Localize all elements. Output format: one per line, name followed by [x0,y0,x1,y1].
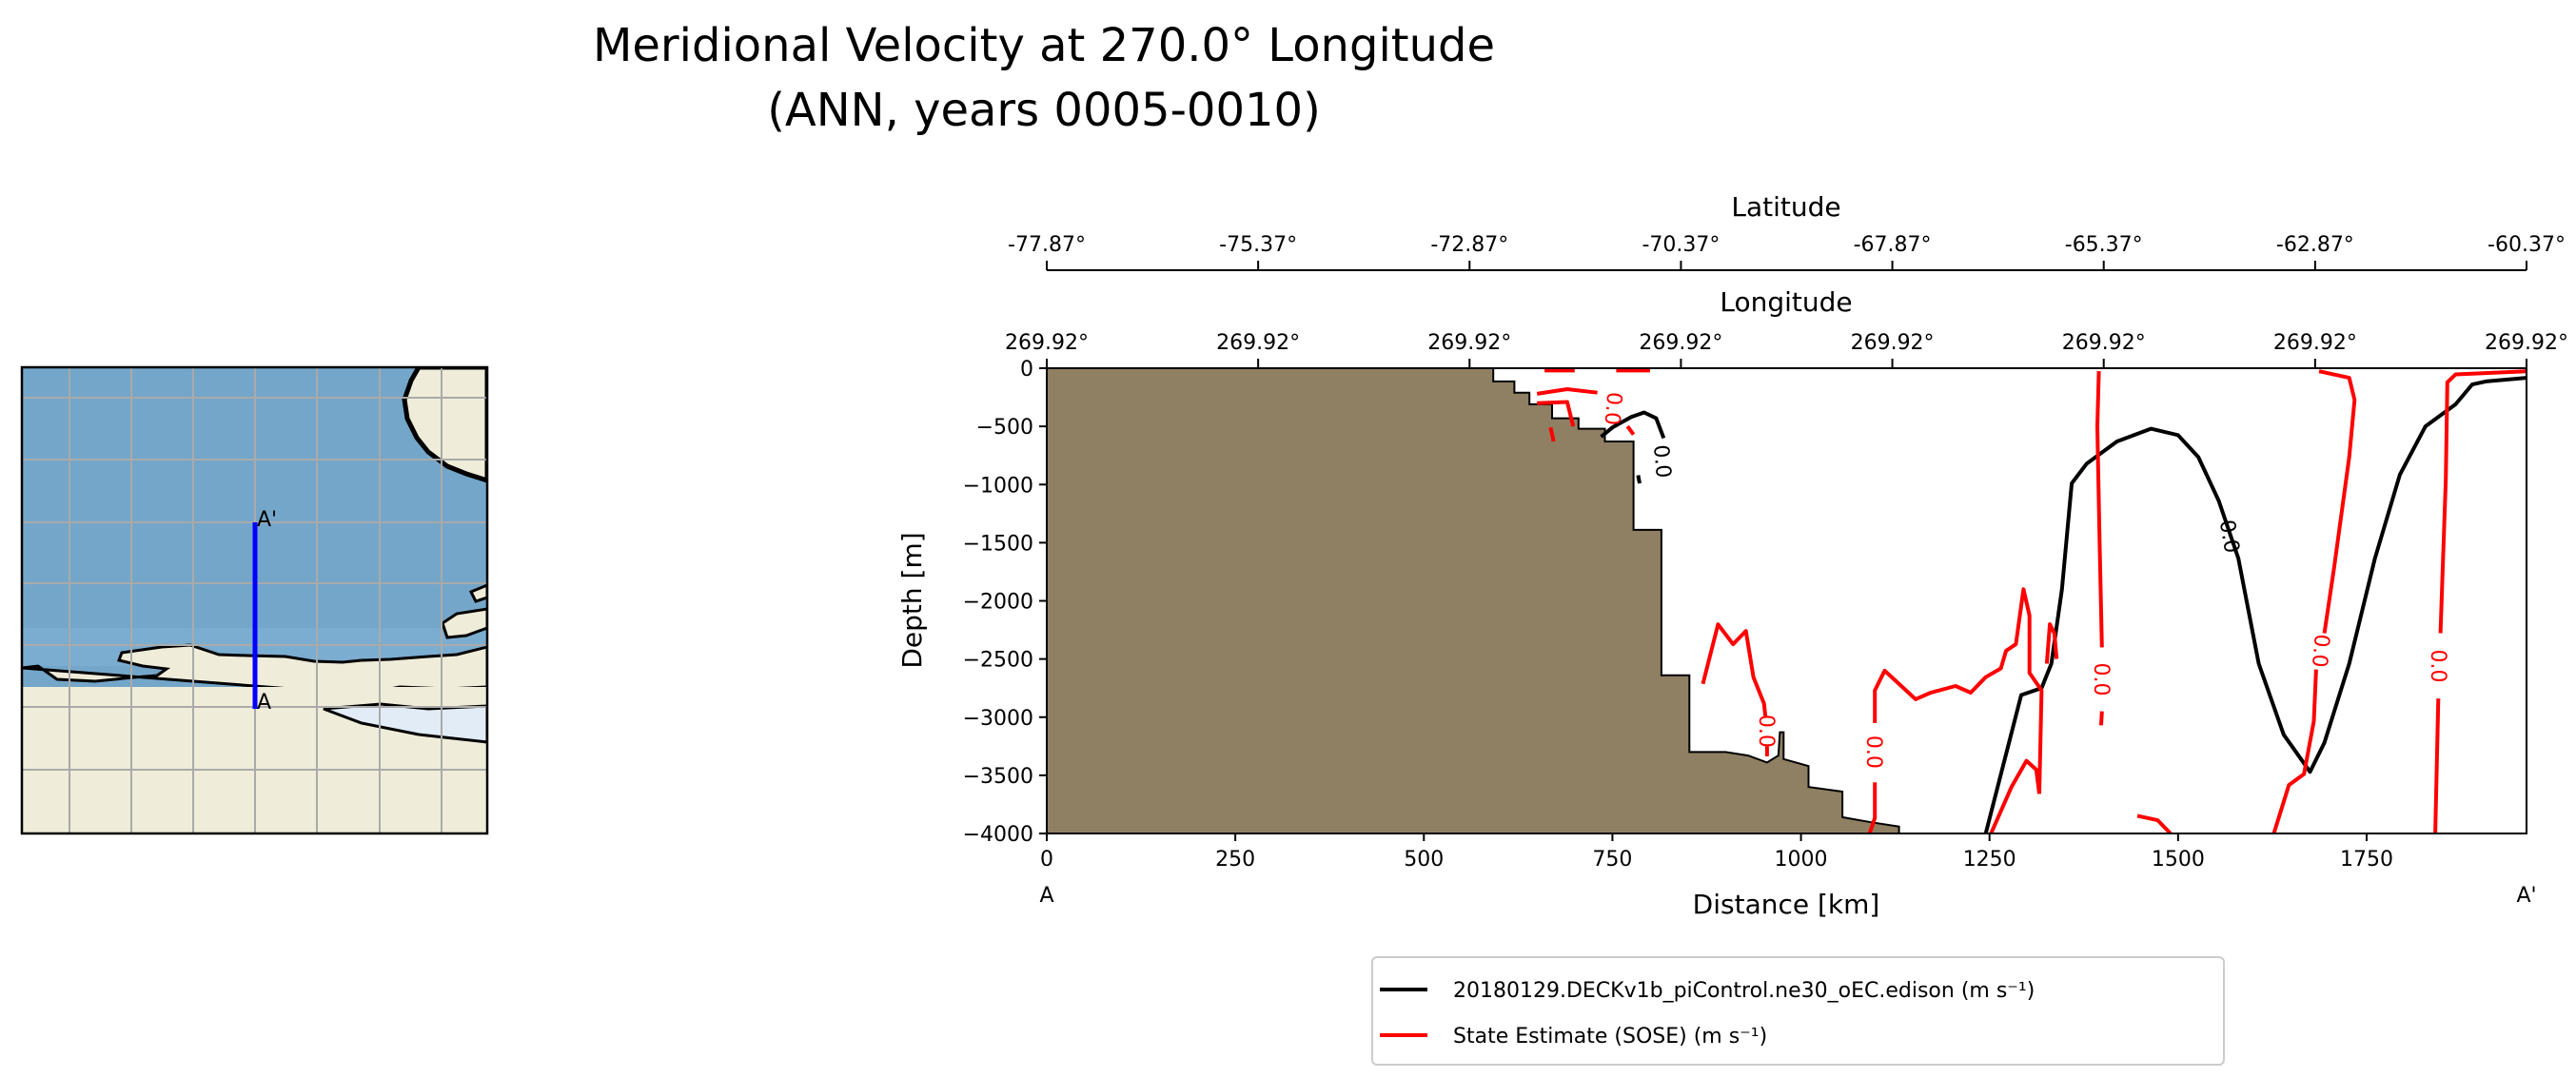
x-tick-label: 500 [1404,848,1444,872]
latitude-tick-label: -60.37° [2488,233,2566,257]
contour-line-sose [1548,426,1556,442]
contour-label-sose: 0.0 [1600,391,1626,426]
contour-line-sose [1873,587,2044,794]
x-tick-label: 0 [1040,848,1053,872]
inset-map: A' A [20,365,489,835]
y-tick-label: 0 [1020,358,1033,382]
contour-line-sose [2095,371,2104,648]
x-axis-label: Distance [km] [1693,889,1880,920]
y-tick-label: −3000 [963,707,1033,731]
contour-line-model [1636,475,1642,484]
map-end-label: A' [257,508,277,532]
contour-line-sose [2271,669,2318,833]
x-tick-label: 1500 [2152,848,2205,872]
contour-label-model: 0.0 [1648,443,1675,479]
start-label-a: A [1039,884,1053,908]
y-tick-label: −500 [976,416,1033,440]
map-frame [20,365,489,835]
contour-line-sose [2136,813,2173,833]
contour-line-sose [2433,698,2441,833]
y-tick-label: −3500 [963,765,1033,789]
contour-label-sose: 0.0 [2307,633,2333,668]
longitude-tick-label: 269.92° [1639,331,1722,355]
contour-label-sose: 0.0 [2089,663,2113,696]
map-start-label: A [257,691,271,715]
longitude-tick-label: 269.92° [2062,331,2146,355]
contour-line-sose [1989,758,2041,833]
contour-line-sose [1537,400,1576,427]
contour-label-sose: 0.0 [2426,649,2449,682]
latitude-tick-label: -65.37° [2065,233,2143,257]
contour-label-model: 0.0 [2214,519,2244,556]
longitude-tick-label: 269.92° [1005,331,1089,355]
legend-label-model: 20180129.DECKv1b_piControl.ne30_oEC.edis… [1453,979,2035,1003]
legend-label-sose: State Estimate (SOSE) (m s⁻¹) [1453,1025,1767,1049]
x-tick-label: 750 [1592,848,1632,872]
legend-box [1371,956,2225,1066]
y-tick-label: −1000 [963,474,1033,498]
latitude-tick-label: -62.87° [2276,233,2354,257]
x-tick-label: 1000 [1775,848,1828,872]
latitude-tick-label: -67.87° [1854,233,1932,257]
contour-line-sose [2099,711,2104,726]
map-south-america-land [402,367,487,483]
contour-line-sose [1625,424,1636,436]
section-plot: 0.0 0.0 0.0 0.0 0.0 0.0 0.0 0.0 0 250 500 750 1000 1… [896,191,2568,920]
chart-title-line2: (ANN, years 0005-0010) [767,84,1321,137]
latitude-tick-label: -75.37° [1219,233,1297,257]
latitude-tick-label: -72.87° [1430,233,1508,257]
latitude-tick-label: -70.37° [1642,233,1720,257]
end-label-a-prime: A' [2516,884,2536,908]
longitude-tick-label: 269.92° [1851,331,1935,355]
longitude-tick-label: 269.92° [1216,331,1300,355]
y-axis-label: Depth [m] [896,532,928,668]
y-tick-label: −1500 [963,532,1033,556]
contour-line-sose [1701,622,1768,718]
x-tick-label: 1750 [2340,848,2393,872]
y-tick-label: −2000 [963,591,1033,615]
contour-line-sose [1536,387,1598,396]
contour-line-sose [1867,782,1878,833]
x-tick-label: 1250 [1963,848,2016,872]
contour-label-sose: 0.0 [1754,715,1778,748]
contour-line-model [1983,376,2527,833]
contour-line-sose [2318,369,2357,634]
longitude-tick-label: 269.92° [2273,331,2357,355]
map-gridlines [22,367,487,833]
contour-line-model [1600,410,1666,440]
longitude-tick-label: 269.92° [2485,331,2568,355]
contour-line-sose [2044,622,2059,664]
y-tick-label: −2500 [963,649,1033,673]
contour-label-sose: 0.0 [1861,735,1885,769]
latitude-axis-label: Latitude [1731,191,1840,223]
bathymetry-fill [1047,368,1900,833]
contour-line-sose [2438,369,2527,634]
latitude-tick-label: -77.87° [1008,233,1086,257]
chart-title-line1: Meridional Velocity at 270.0° Longitude [593,19,1495,72]
y-tick-label: −4000 [963,823,1033,847]
longitude-tick-label: 269.92° [1427,331,1511,355]
x-tick-label: 250 [1215,848,1255,872]
legend: 20180129.DECKv1b_piControl.ne30_oEC.edis… [1371,956,2225,1066]
longitude-axis-label: Longitude [1720,286,1852,318]
